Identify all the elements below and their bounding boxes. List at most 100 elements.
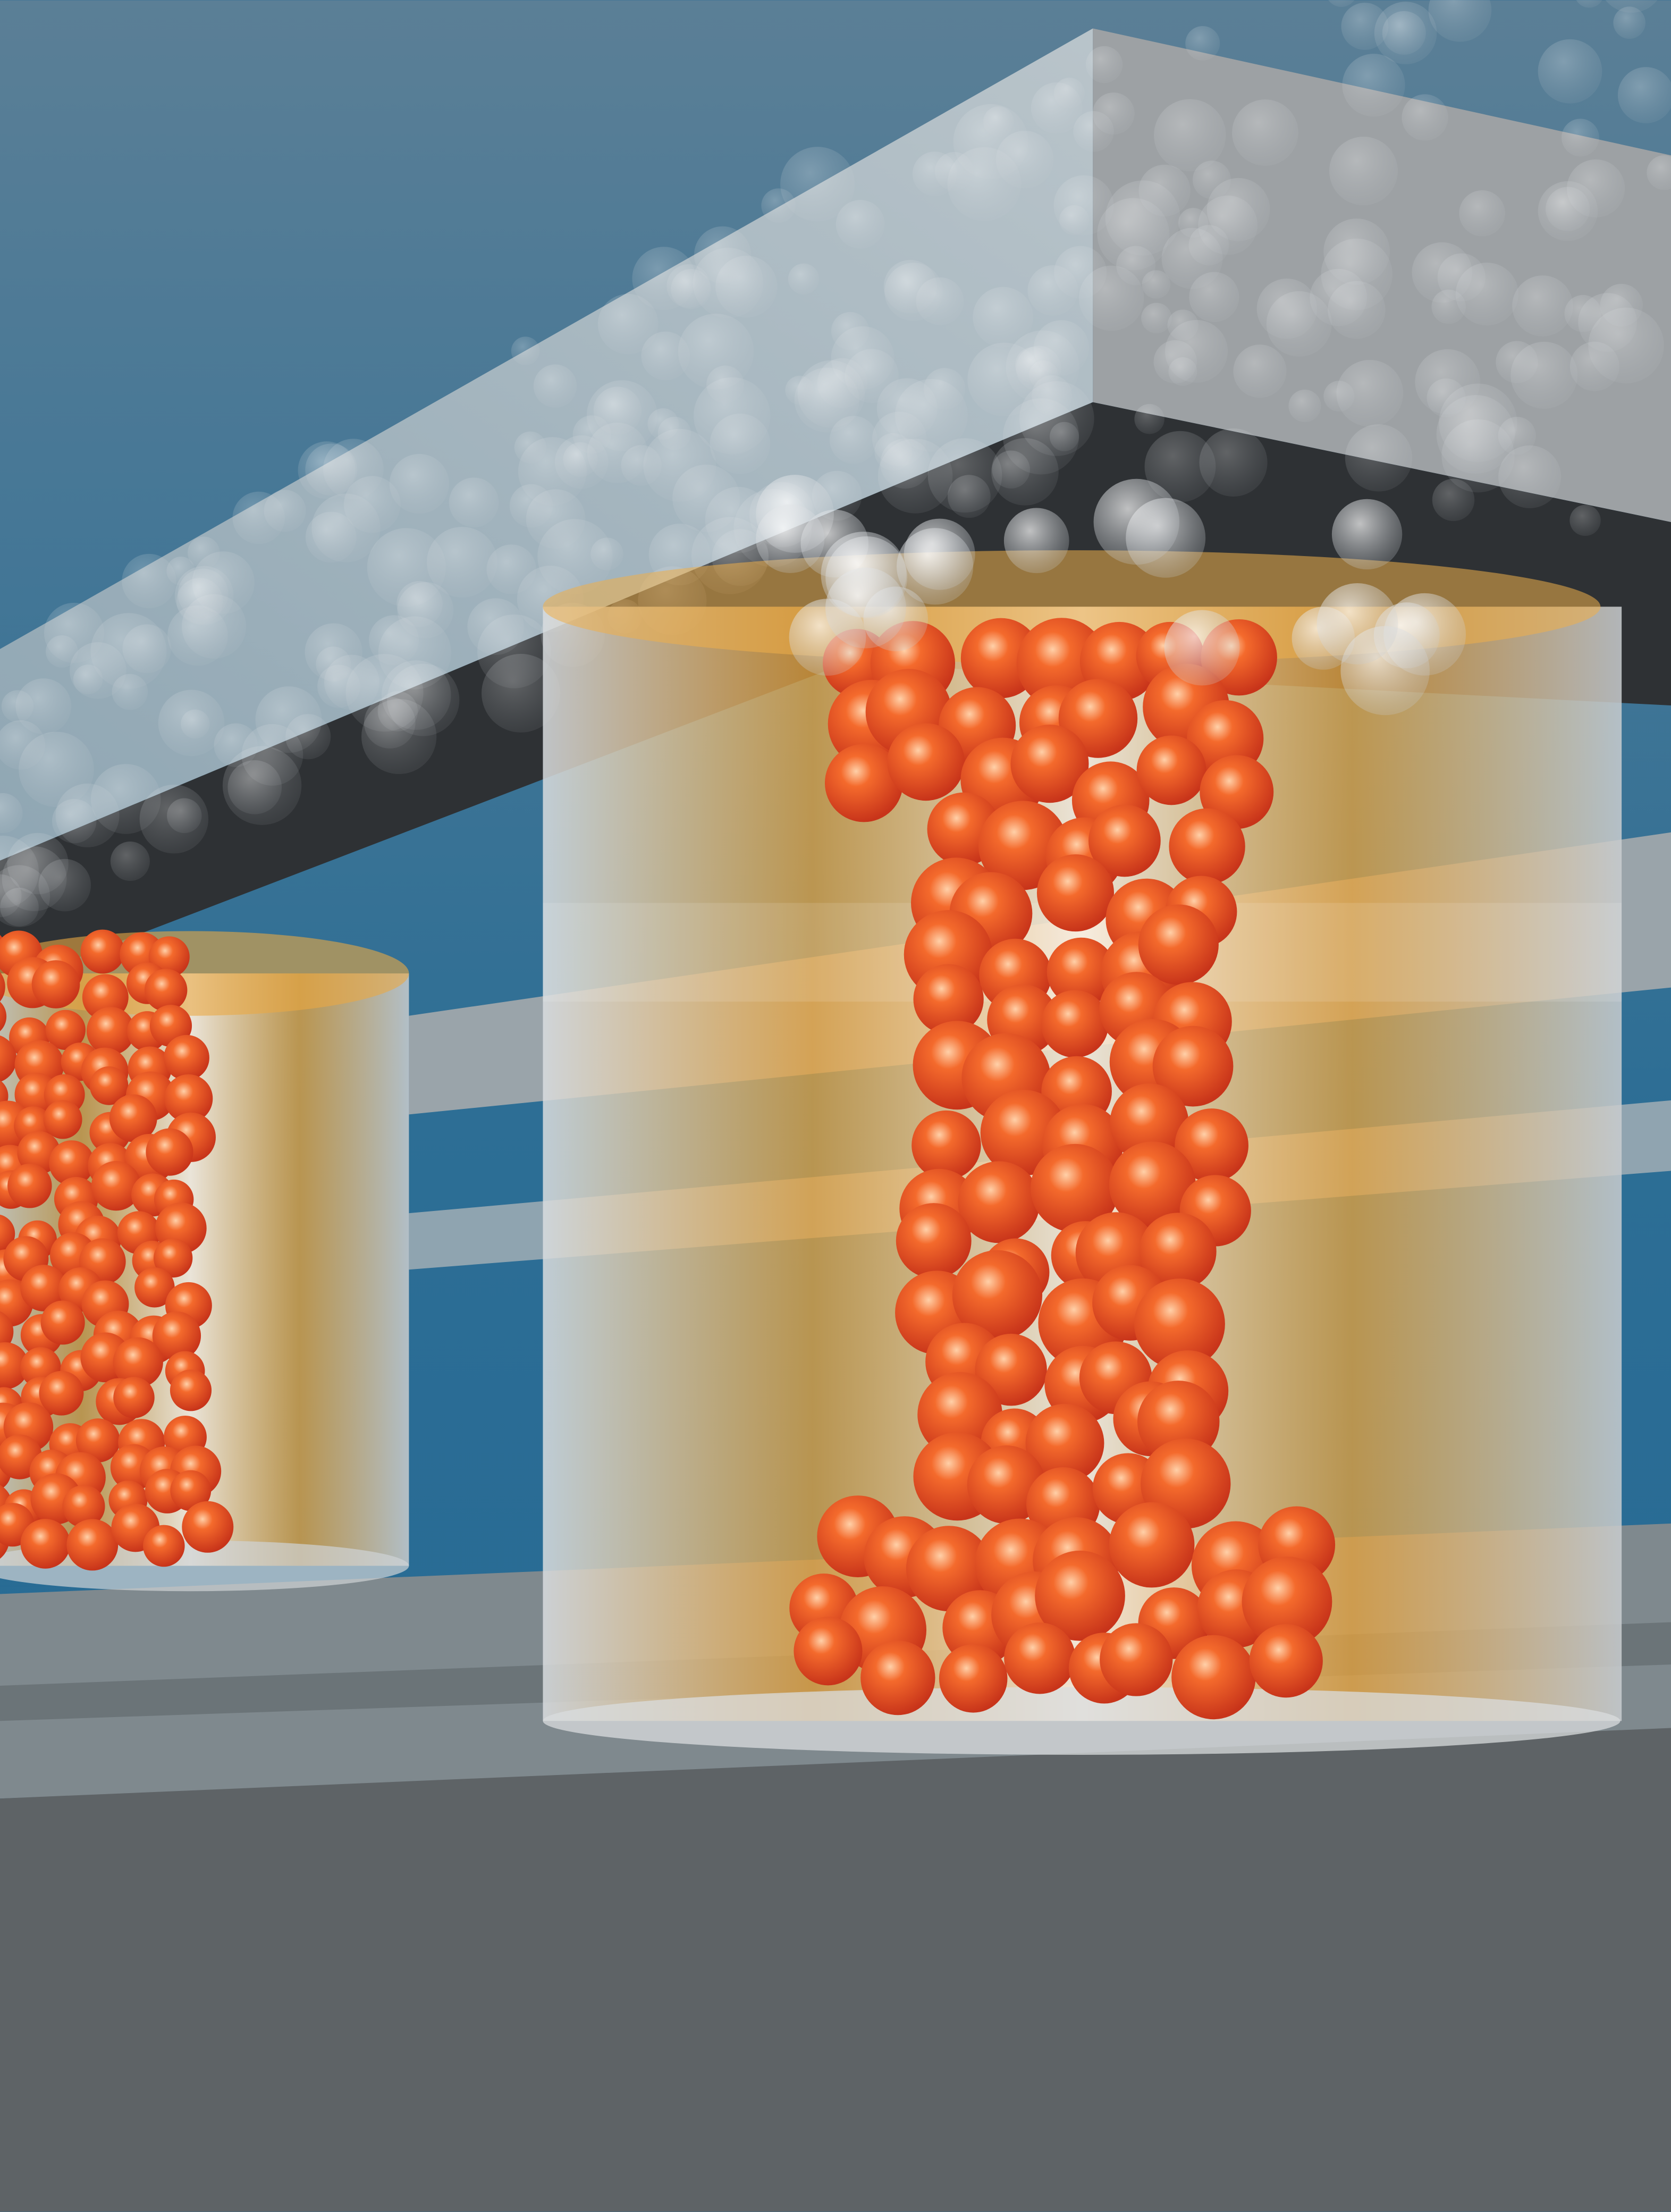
texture-sphere: [923, 368, 966, 410]
texture-sphere: [1342, 54, 1405, 117]
texture-sphere: [1053, 175, 1114, 236]
texture-sphere: [0, 865, 50, 928]
texture-sphere: [785, 375, 814, 405]
sphere: [164, 1074, 213, 1123]
sphere: [0, 1002, 7, 1031]
sphere: [975, 1333, 1047, 1406]
texture-sphere: [788, 263, 820, 295]
texture-sphere: [323, 439, 384, 500]
texture-sphere: [1374, 2, 1437, 64]
texture-sphere: [1085, 46, 1123, 83]
sphere: [913, 964, 984, 1034]
texture-sphere: [1428, 0, 1492, 42]
texture-sphere: [1288, 389, 1321, 423]
texture-sphere: [1161, 228, 1223, 289]
texture-sphere: [1512, 275, 1573, 337]
texture-sphere: [1328, 281, 1386, 339]
texture-sphere: [666, 264, 711, 308]
sphere: [1171, 1635, 1256, 1720]
sphere: [49, 1140, 95, 1186]
texture-sphere: [158, 689, 225, 756]
texture-sphere: [1455, 262, 1518, 326]
sphere: [45, 1010, 86, 1050]
cylinder-base: [543, 1687, 1621, 1755]
sphere: [20, 1265, 67, 1311]
sphere: [66, 1519, 119, 1571]
sphere: [860, 1640, 935, 1715]
sphere: [1035, 1550, 1125, 1641]
texture-sphere: [761, 188, 796, 223]
sphere: [896, 1203, 972, 1279]
texture-sphere: [1002, 398, 1079, 475]
texture-sphere: [643, 428, 716, 502]
texture-sphere: [44, 602, 105, 663]
texture-sphere: [187, 536, 220, 569]
floating-sphere: [1316, 583, 1398, 665]
texture-sphere: [389, 453, 450, 514]
sphere: [62, 1485, 105, 1528]
texture-sphere: [1027, 265, 1078, 316]
sphere: [91, 1160, 141, 1211]
texture-sphere: [817, 358, 867, 408]
texture-sphere: [1647, 155, 1671, 190]
sphere: [0, 1342, 29, 1390]
texture-sphere: [122, 553, 176, 609]
texture-sphere: [1402, 94, 1448, 141]
texture-sphere: [1605, 0, 1658, 13]
texture-sphere: [232, 491, 285, 544]
texture-sphere: [884, 263, 943, 321]
texture-sphere: [1256, 279, 1317, 339]
texture-sphere: [426, 526, 497, 598]
texture-sphere: [587, 423, 648, 483]
sphere: [80, 929, 125, 974]
texture-sphere: [1432, 478, 1475, 522]
texture-sphere: [1588, 307, 1664, 384]
texture-sphere: [1165, 319, 1228, 383]
sphere: [170, 1470, 212, 1511]
floating-sphere: [1331, 499, 1403, 570]
sphere: [1175, 1108, 1248, 1182]
sphere: [1242, 1557, 1332, 1647]
texture-sphere: [514, 431, 546, 464]
texture-sphere: [829, 416, 877, 464]
sphere: [1100, 1623, 1173, 1696]
texture-sphere: [1510, 341, 1578, 409]
sphere: [7, 1163, 52, 1208]
texture-sphere: [1427, 378, 1466, 417]
texture-sphere: [361, 699, 437, 775]
floating-sphere: [1093, 478, 1180, 565]
texture-sphere: [947, 475, 991, 518]
texture-sphere: [1459, 190, 1505, 237]
texture-sphere: [1329, 137, 1398, 206]
sphere: [75, 1418, 120, 1463]
texture-sphere: [1617, 67, 1671, 123]
sphere: [146, 1128, 193, 1176]
texture-sphere: [973, 287, 1034, 348]
sphere: [1010, 725, 1089, 803]
texture-sphere: [590, 537, 623, 570]
sphere: [958, 1161, 1040, 1243]
texture-sphere: [15, 678, 72, 734]
texture-sphere: [1498, 445, 1562, 508]
sphere: [109, 1094, 157, 1142]
texture-sphere: [1053, 78, 1085, 109]
sphere: [1249, 1624, 1323, 1698]
sphere-column: [0, 929, 234, 1571]
sphere: [182, 1501, 234, 1553]
sphere: [0, 1311, 14, 1352]
floating-sphere: [896, 528, 974, 605]
sphere: [0, 972, 5, 1002]
sphere: [1134, 1279, 1225, 1369]
texture-sphere: [139, 785, 209, 854]
texture-sphere: [1015, 347, 1052, 384]
texture-sphere: [467, 598, 524, 655]
texture-sphere: [1199, 428, 1268, 497]
sphere: [912, 1110, 981, 1180]
texture-sphere: [1142, 270, 1171, 299]
texture-sphere: [1141, 302, 1172, 333]
texture-sphere: [1233, 344, 1287, 398]
texture-sphere: [693, 247, 764, 318]
texture-sphere: [1232, 99, 1298, 166]
texture-sphere: [511, 337, 540, 365]
texture-sphere: [877, 439, 953, 514]
